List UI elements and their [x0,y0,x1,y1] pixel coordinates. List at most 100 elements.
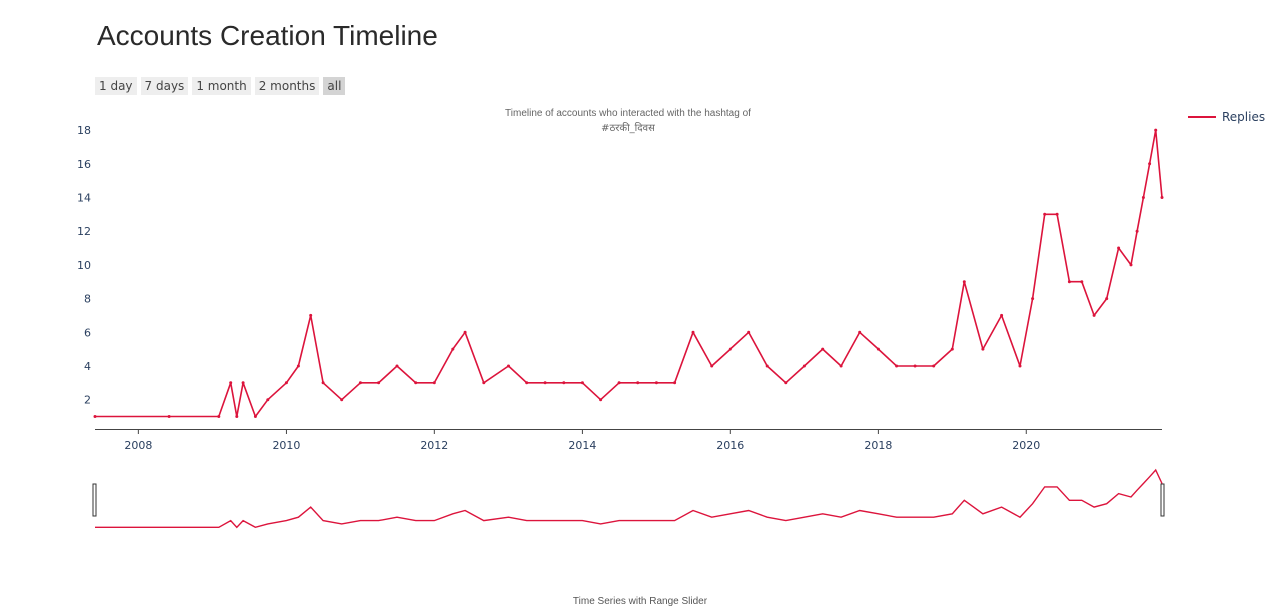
x-axis: 2008 2010 2012 2014 2016 2018 2020 [124,430,1040,452]
x-tick-label: 2020 [1012,439,1040,452]
data-point[interactable] [858,330,862,334]
data-point[interactable] [1000,313,1004,317]
data-point[interactable] [962,280,966,284]
range-button-7-days[interactable]: 7 days [140,77,189,95]
data-point[interactable] [784,381,788,385]
data-point[interactable] [253,415,257,418]
data-point[interactable] [802,364,806,368]
legend-label-replies: Replies [1222,110,1266,124]
data-point[interactable] [950,347,954,351]
data-point[interactable] [636,381,640,385]
main-plot[interactable] [93,128,1164,418]
legend-swatch [1188,116,1216,118]
y-tick-label: 12 [77,225,91,238]
data-point[interactable] [507,364,510,368]
data-point[interactable] [525,381,529,385]
data-point[interactable] [358,381,362,385]
data-point[interactable] [876,347,880,351]
y-tick-label: 10 [77,259,91,272]
y-tick-label: 16 [77,158,91,171]
y-tick-label: 14 [77,192,91,205]
chart-title-line-1: Timeline of accounts who interacted with… [505,108,751,119]
y-tick-label: 4 [84,360,91,373]
data-point[interactable] [981,347,985,351]
data-point[interactable] [728,347,732,351]
series-line-replies [95,129,1163,418]
data-point[interactable] [599,398,603,402]
range-slider-handle-right[interactable] [1160,483,1165,517]
range-slider[interactable] [92,468,1165,529]
x-tick-label: 2012 [420,439,448,452]
x-tick-label: 2016 [716,439,744,452]
data-point[interactable] [710,364,714,368]
legend[interactable]: Replies [1188,110,1265,124]
data-point[interactable] [932,364,936,368]
data-point[interactable] [543,381,547,385]
data-point[interactable] [1129,263,1133,267]
data-point[interactable] [839,364,843,368]
data-point[interactable] [580,381,584,385]
data-point[interactable] [1043,212,1047,216]
data-point[interactable] [395,364,399,368]
y-tick-label: 8 [84,293,91,306]
data-point[interactable] [93,415,97,418]
data-point[interactable] [1031,297,1035,301]
data-point[interactable] [654,381,658,385]
data-point[interactable] [1135,229,1139,233]
y-tick-label: 6 [84,326,91,339]
data-point[interactable] [266,398,270,402]
data-point[interactable] [1148,162,1152,166]
footer-caption: Time Series with Range Slider [572,596,708,607]
data-point[interactable] [895,364,899,368]
range-button-1-month[interactable]: 1 month [192,77,251,95]
data-point[interactable] [1067,280,1071,284]
data-point[interactable] [235,415,239,418]
data-point[interactable] [821,347,825,351]
data-point[interactable] [377,381,381,385]
range-button-1-day[interactable]: 1 day [95,77,137,95]
range-button-2-months[interactable]: 2 months [254,77,320,95]
data-point[interactable] [617,381,621,385]
data-point[interactable] [309,313,313,317]
data-point[interactable] [1160,196,1164,199]
data-point[interactable] [463,330,467,334]
range-button-all[interactable]: all [323,77,346,95]
range-slider-handle-left[interactable] [92,483,97,517]
data-point[interactable] [432,381,436,385]
data-point[interactable] [229,381,233,385]
y-tick-label: 2 [84,394,91,407]
x-tick-label: 2008 [124,439,152,452]
data-point[interactable] [1154,128,1158,132]
data-point[interactable] [1055,212,1059,216]
data-point[interactable] [296,364,300,368]
data-point[interactable] [167,415,171,418]
x-tick-label: 2014 [568,439,596,452]
data-point[interactable] [765,364,769,368]
range-selector: 1 day 7 days 1 month 2 months all [95,77,346,95]
data-point[interactable] [414,381,418,385]
data-point[interactable] [1080,280,1084,284]
data-point[interactable] [673,381,677,385]
data-point[interactable] [241,381,245,385]
data-point[interactable] [451,347,455,351]
data-point[interactable] [1092,313,1096,317]
data-point[interactable] [691,330,695,334]
data-point[interactable] [340,398,344,402]
data-point[interactable] [747,330,751,334]
data-point[interactable] [1105,297,1109,301]
chart-title-line-2: #ठरकी_दिवस [601,122,655,134]
data-point[interactable] [284,381,288,385]
data-point[interactable] [321,381,325,385]
page-title: Accounts Creation Timeline [97,20,438,51]
y-tick-label: 18 [77,124,91,137]
data-point[interactable] [913,364,917,368]
data-point[interactable] [1141,196,1145,199]
data-point[interactable] [217,415,221,418]
data-point[interactable] [1018,364,1022,368]
y-axis: 2 4 6 8 10 12 14 16 18 [77,124,91,407]
data-point[interactable] [482,381,486,385]
data-point[interactable] [1117,246,1121,250]
data-point[interactable] [562,381,566,385]
range-slider-series-line [95,468,1163,529]
